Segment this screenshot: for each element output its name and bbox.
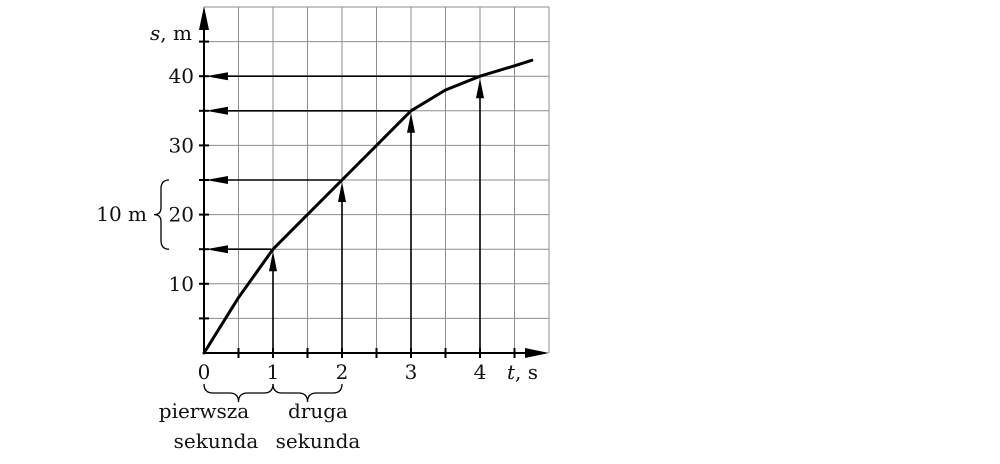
up-arrowhead	[476, 78, 484, 99]
first-second-brace	[203, 383, 274, 403]
up-arrowhead	[407, 112, 415, 133]
x-axis-label: t, s	[507, 360, 538, 384]
y-tick-label: 20	[169, 203, 194, 227]
y-tick-label: 30	[169, 133, 194, 157]
x-tick-label: 3	[405, 360, 418, 384]
left-arrowhead	[206, 176, 228, 184]
y-axis-label: s, m	[150, 21, 192, 45]
tick-labels: 0 1 2 3 4 10 20 30 40	[169, 64, 487, 384]
y-tick-label: 40	[169, 64, 194, 88]
axes	[199, 6, 549, 358]
distance-curve	[202, 58, 534, 355]
brace-label-10m: 10 m	[96, 202, 147, 226]
x-tick-label: 4	[474, 360, 487, 384]
x-axis-arrowhead	[525, 348, 549, 358]
left-arrowhead	[206, 245, 228, 254]
left-arrowhead	[206, 106, 228, 115]
ten-meter-brace	[153, 179, 170, 250]
left-arrowhead	[206, 72, 228, 81]
label-druga: druga	[288, 399, 348, 423]
up-arrowhead	[338, 182, 346, 202]
x-tick-label: 2	[336, 360, 349, 384]
y-axis-arrowhead	[199, 6, 209, 30]
up-arrowhead	[269, 251, 277, 272]
x-tick-label: 1	[267, 360, 280, 384]
label-sekunda-2: sekunda	[276, 429, 361, 453]
annotation-braces	[153, 179, 343, 403]
reading-arrows	[206, 72, 484, 353]
y-tick-label: 10	[169, 272, 194, 296]
label-pierwsza: pierwsza	[159, 399, 250, 423]
second-second-brace	[272, 383, 343, 403]
x-tick-label: 0	[198, 360, 211, 384]
distance-curve-line	[202, 58, 534, 355]
label-sekunda-1: sekunda	[174, 429, 259, 453]
